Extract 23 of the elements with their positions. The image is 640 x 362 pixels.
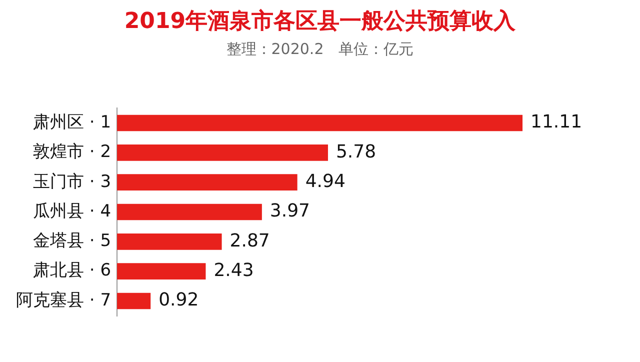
chart-title: 2019年酒泉市各区县一般公共预算收入 [123,8,517,36]
data-label: 11.11 [530,112,582,133]
bar [117,234,222,250]
bar [117,114,523,132]
data-label: 2.43 [214,260,254,281]
bar [117,292,151,310]
y-tick-label: 肃州区 · 1 [32,112,112,132]
bar [117,204,262,220]
y-tick-label: 阿克塞县 · 7 [16,290,112,310]
chart-subtitle: 整理：2020.2 单位：亿元 [225,40,415,59]
data-label: 4.94 [305,171,346,192]
y-tick-label: 玉门市 · 3 [32,172,112,192]
bar [117,144,328,161]
y-tick-label: 肃北县 · 6 [32,260,112,281]
bar [117,174,298,190]
data-label: 2.87 [230,230,270,252]
y-tick-label: 金塔县 · 5 [32,231,112,252]
y-tick-label: 敦煌市 · 2 [32,142,112,162]
data-label: 0.92 [158,290,199,311]
data-label: 3.97 [270,200,310,222]
data-label: 5.78 [336,141,376,162]
bar [117,263,206,280]
y-tick-label: 瓜州县 · 4 [32,201,112,222]
